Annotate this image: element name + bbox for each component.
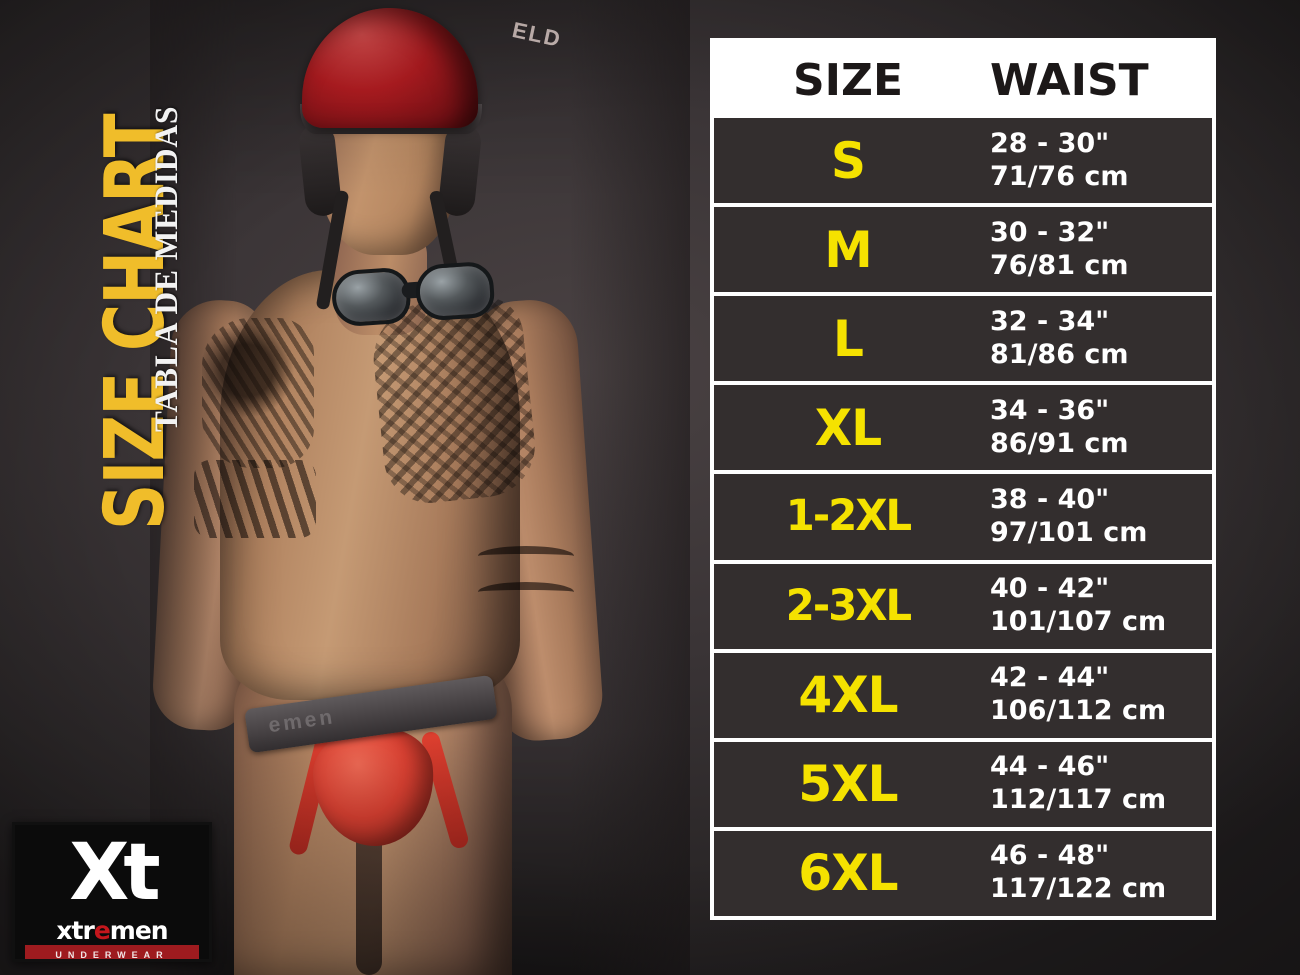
waist-centimeters: 112/117 cm (990, 784, 1167, 816)
waist-inches: 30 - 32" (990, 216, 1110, 248)
size-label: 5XL (798, 755, 898, 814)
logo-word-e: e (93, 916, 111, 945)
red-helmet: ELD (302, 8, 564, 128)
table-body: S 28 - 30" 71/76 cm M 30 - 32" 76/81 cm L 32 - … (714, 118, 1212, 916)
waist-centimeters: 76/81 cm (990, 249, 1129, 281)
table-row: 4XL 42 - 44" 106/112 cm (714, 652, 1212, 742)
logo-wordmark: xtremen (15, 917, 209, 945)
waist-inches: 40 - 42" (990, 573, 1110, 605)
waist-value: 30 - 32" 76/81 cm (982, 217, 1212, 283)
waist-inches: 44 - 46" (990, 751, 1110, 783)
waist-value: 42 - 44" 106/112 cm (982, 662, 1212, 728)
table-row: 6XL 46 - 48" 117/122 cm (714, 830, 1212, 916)
waist-centimeters: 81/86 cm (990, 338, 1129, 370)
arm-ring-tattoo-upper (478, 546, 574, 566)
logo-tagline: UNDERWEAR (55, 950, 169, 960)
logo-word-right: men (109, 916, 169, 945)
waist-value: 44 - 46" 112/117 cm (982, 751, 1212, 817)
waist-value: 34 - 36" 86/91 cm (982, 395, 1212, 461)
table-row: L 32 - 34" 81/86 cm (714, 296, 1212, 386)
waist-value: 32 - 34" 81/86 cm (982, 306, 1212, 372)
size-label: XL (814, 398, 882, 457)
polynesian-armband-tattoo (194, 460, 316, 538)
waist-inches: 46 - 48" (990, 840, 1110, 872)
size-label: 4XL (798, 666, 898, 725)
size-label: 1-2XL (785, 491, 912, 542)
waist-inches: 34 - 36" (990, 394, 1110, 426)
table-row: 1-2XL 38 - 40" 97/101 cm (714, 474, 1212, 564)
size-label: M (824, 220, 872, 279)
waist-centimeters: 97/101 cm (990, 516, 1148, 548)
waist-inches: 32 - 34" (990, 305, 1110, 337)
table-row: 2-3XL 40 - 42" 101/107 cm (714, 563, 1212, 653)
waist-value: 38 - 40" 97/101 cm (982, 484, 1212, 550)
waist-value: 46 - 48" 117/122 cm (982, 840, 1212, 906)
waist-centimeters: 106/112 cm (990, 695, 1167, 727)
size-label: S (831, 131, 866, 190)
goggle-lens-left (330, 266, 412, 328)
waist-centimeters: 101/107 cm (990, 606, 1167, 638)
goggle-lens-right (414, 260, 496, 322)
arm-ring-tattoo-lower (478, 582, 574, 602)
size-label: 2-3XL (785, 580, 912, 631)
table-header-row: SIZE WAIST (714, 42, 1212, 118)
page-subtitle: TABLA DE MEDIDAS (149, 105, 185, 433)
waist-centimeters: 117/122 cm (990, 873, 1167, 905)
waist-value: 40 - 42" 101/107 cm (982, 573, 1212, 639)
title-block: SIZE CHART TABLA DE MEDIDAS (0, 0, 185, 560)
size-label: L (833, 309, 864, 368)
waist-centimeters: 86/91 cm (990, 427, 1129, 459)
helmet-text: ELD (510, 17, 565, 52)
logo-tagline-bar: UNDERWEAR (25, 945, 199, 960)
waist-value: 28 - 30" 71/76 cm (982, 128, 1212, 194)
wolf-tattoo (202, 318, 314, 468)
waist-inches: 42 - 44" (990, 662, 1110, 694)
brand-logo: Xt xtremen UNDERWEAR (12, 822, 212, 962)
model-photograph: ELD emen (150, 0, 690, 975)
waist-inches: 28 - 30" (990, 127, 1110, 159)
waistband-brand-text: emen (267, 705, 337, 738)
column-header-waist: WAIST (990, 54, 1149, 106)
table-row: XL 34 - 36" 86/91 cm (714, 385, 1212, 475)
motorcycle-goggles (330, 256, 500, 331)
size-chart-table: SIZE WAIST S 28 - 30" 71/76 cm M 30 - 32" 76/… (710, 38, 1216, 920)
waist-inches: 38 - 40" (990, 484, 1110, 516)
waist-centimeters: 71/76 cm (990, 160, 1129, 192)
size-label: 6XL (798, 844, 898, 903)
table-row: 5XL 44 - 46" 112/117 cm (714, 741, 1212, 831)
column-header-size: SIZE (792, 54, 904, 106)
table-row: M 30 - 32" 76/81 cm (714, 207, 1212, 297)
logo-word-left: xtr (56, 916, 94, 945)
table-row: S 28 - 30" 71/76 cm (714, 118, 1212, 208)
logo-xt-monogram: Xt (69, 828, 160, 918)
